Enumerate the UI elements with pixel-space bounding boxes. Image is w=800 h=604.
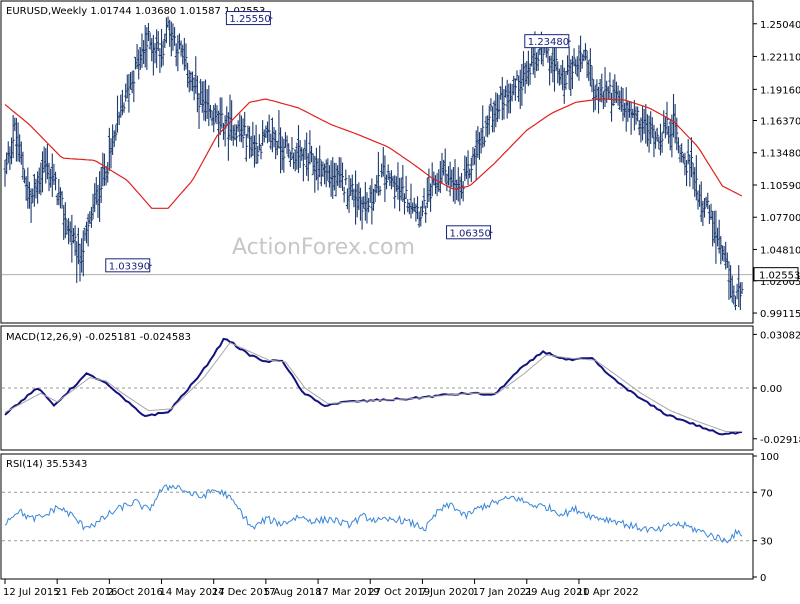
price-y-tick-label: 1.16370 [760,116,800,127]
price-title: EURUSD,Weekly 1.01744 1.03680 1.01587 1.… [6,6,265,17]
price-annotation-label: 1.06350 [450,228,491,239]
last-price-tag-label: 1.02553 [759,271,800,282]
rsi-y-tick-label: 70 [760,488,773,499]
x-tick-label: 29 Aug 2021 [525,587,589,598]
macd-y-tick-label: -0.029183 [760,435,800,446]
price-annotation-label: 1.23480 [528,37,569,48]
price-y-tick-label: 1.25040 [760,20,800,31]
price-y-tick-label: 1.22110 [760,52,800,63]
macd-y-tick-label: 0.030824 [760,330,800,341]
price-y-tick-label: 1.07700 [760,213,800,224]
x-tick-label: 7 Jun 2020 [420,587,474,598]
x-tick-label: 24 Dec 2017 [212,587,276,598]
x-tick-label: 12 Jul 2015 [3,587,60,598]
price-panel-frame [0,0,754,324]
rsi-y-tick-label: 100 [760,452,779,463]
price-y-tick-label: 1.19160 [760,85,800,96]
price-y-tick-label: 1.13480 [760,149,800,160]
watermark: ActionForex.com [232,235,415,260]
price-y-tick-label: 0.99115 [760,309,800,320]
price-annotation-label: 1.03390 [109,261,150,272]
x-tick-label: 2 Oct 2016 [107,587,162,598]
price-y-tick-label: 1.02005 [760,277,800,288]
x-tick-label: 27 Oct 2019 [368,587,430,598]
x-tick-label: 17 Jan 2021 [473,587,533,598]
macd-signal-line [4,342,742,432]
macd-y-tick-label: 0.00 [760,384,782,395]
x-tick-label: 17 Mar 2019 [316,587,379,598]
last-price-tag [753,267,799,282]
rsi-panel-frame [0,453,754,580]
rsi-title: RSI(14) 35.5343 [6,459,87,470]
price-annotation-label: 1.25550 [229,14,270,25]
rsi-y-tick-label: 30 [760,537,773,548]
x-tick-label: 14 May 2017 [160,587,225,598]
rsi-y-tick-label: 0 [760,573,766,584]
x-tick-label: 21 Feb 2016 [55,587,117,598]
moving-average-line [4,98,743,209]
price-y-tick-label: 1.10590 [760,181,800,192]
macd-title: MACD(12,26,9) -0.025181 -0.024583 [6,332,191,343]
price-y-tick-label: 1.04810 [760,245,800,256]
x-tick-label: 10 Apr 2022 [577,587,639,598]
rsi-line [4,484,743,544]
x-tick-label: 5 Aug 2018 [264,587,322,598]
